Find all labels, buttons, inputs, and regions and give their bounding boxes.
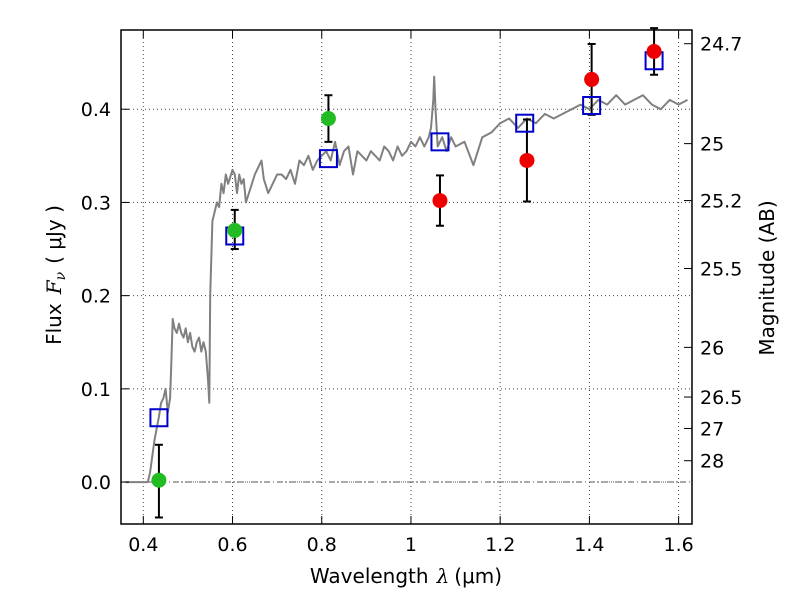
y2-tick-label: 25.2 <box>700 191 742 213</box>
model-spectrum-layer <box>125 75 688 484</box>
observed-points-layer <box>151 43 662 488</box>
y2-tick-label: 24.7 <box>700 34 742 56</box>
x-axis-label: Wavelength λ (μm) <box>310 564 502 588</box>
plot-frame <box>120 29 693 525</box>
observed-nir-point <box>432 193 448 209</box>
y-tick-label: 0.2 <box>81 286 111 308</box>
tick-marks <box>121 30 692 524</box>
observed-nir-point <box>646 43 662 59</box>
x-tick-label: 1.2 <box>485 534 515 556</box>
y-axis-label: FluxFν( μJy ) <box>42 205 69 345</box>
x-tick-label: 0.4 <box>128 534 158 556</box>
y2-tick-label: 25.5 <box>700 259 742 281</box>
x-tick-label: 1 <box>405 534 417 556</box>
model-photometry-square <box>149 408 169 428</box>
model-photometry-square <box>582 95 602 115</box>
model-photometry-square <box>318 149 338 169</box>
y2-tick-label: 28 <box>700 451 724 473</box>
observed-optical-point <box>227 222 243 238</box>
x-tick-label: 1.4 <box>574 534 604 556</box>
observed-nir-point <box>519 152 535 168</box>
y-tick-label: 0.1 <box>81 379 111 401</box>
y2-tick-label: 26.5 <box>700 387 742 409</box>
observed-optical-point <box>151 472 167 488</box>
y-tick-label: 0.3 <box>81 192 111 214</box>
y2-tick-label: 25 <box>700 134 724 156</box>
observed-optical-point <box>320 111 336 127</box>
model-spectrum-line <box>125 75 688 484</box>
y2-axis-label: Magnitude (AB) <box>755 200 779 355</box>
y-tick-label: 0.4 <box>81 99 111 121</box>
observed-nir-point <box>584 71 600 87</box>
y-tick-label: 0.0 <box>81 472 111 494</box>
x-tick-label: 0.8 <box>307 534 337 556</box>
x-tick-label: 1.6 <box>664 534 694 556</box>
y2-tick-label: 26 <box>700 337 724 359</box>
axes-frame <box>120 29 693 525</box>
tick-labels: 0.4 0.6 0.8 1 1.2 1.4 1.6 0.0 0.1 0.2 0.3 0.4 24.7 25… <box>81 34 743 556</box>
model-photometry-square <box>430 132 450 152</box>
model-photometry-square <box>515 113 535 133</box>
x-tick-label: 0.6 <box>217 534 247 556</box>
y2-tick-label: 27 <box>700 418 724 440</box>
